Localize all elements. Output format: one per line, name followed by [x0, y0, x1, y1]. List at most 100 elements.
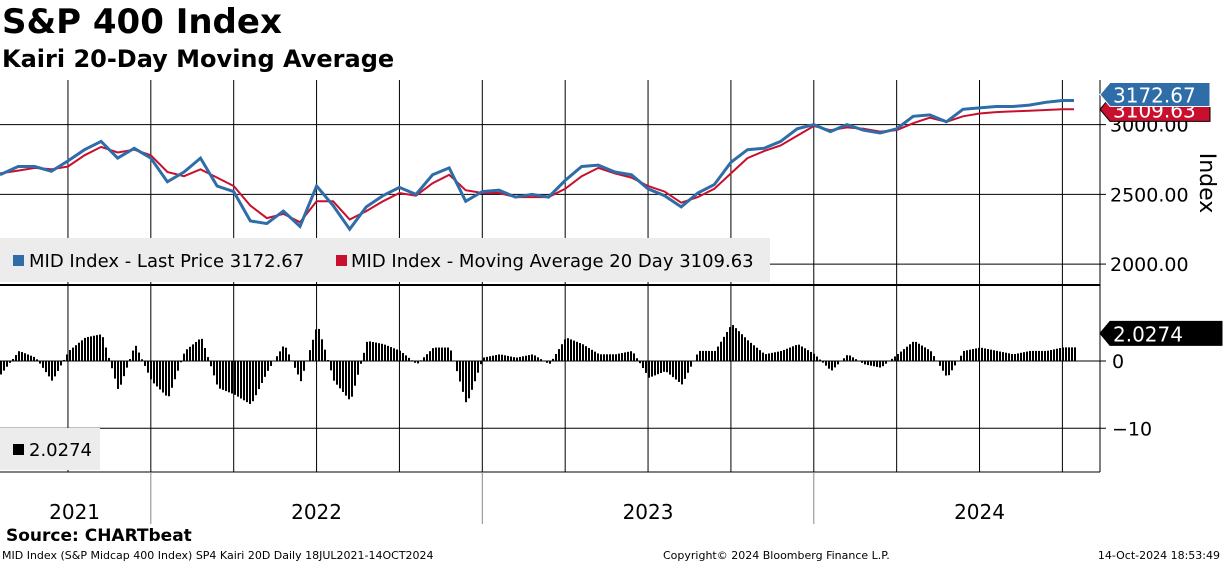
kairi-bar — [648, 361, 650, 378]
kairi-bar — [954, 361, 956, 366]
price-last-tag-shape — [1099, 82, 1211, 108]
kairi-bar — [543, 360, 545, 362]
kairi-bar — [816, 356, 818, 361]
kairi-bar — [744, 337, 746, 361]
kairi-bar — [1017, 353, 1019, 361]
kairi-bar — [822, 361, 824, 363]
kairi-bar — [132, 350, 134, 361]
year-label: 2021 — [49, 500, 100, 524]
kairi-bar — [639, 361, 641, 364]
kairi-bar — [168, 361, 170, 397]
kairi-bar — [1035, 350, 1037, 361]
kairi-bar — [540, 359, 542, 361]
legend-swatch-ma — [336, 255, 347, 266]
kairi-bar — [18, 351, 20, 361]
kairi-bar — [480, 361, 482, 365]
kairi-bar — [591, 349, 593, 361]
year-label: 2024 — [954, 500, 1005, 524]
kairi-bar — [450, 350, 452, 361]
legend-swatch-kairi — [13, 444, 24, 455]
kairi-bar — [420, 360, 422, 361]
kairi-bar — [897, 353, 899, 361]
kairi-bar — [720, 341, 722, 361]
kairi-last-tag-text: 2.0274 — [1113, 322, 1183, 346]
kairi-bar — [471, 361, 473, 390]
kairi-bar — [183, 353, 185, 361]
kairi-bar — [321, 339, 323, 361]
kairi-bar — [114, 361, 116, 379]
kairi-bar — [234, 361, 236, 395]
kairi-bar — [984, 348, 986, 361]
kairi-bar — [414, 361, 416, 363]
kairi-bar — [555, 353, 557, 361]
kairi-bar — [735, 328, 737, 361]
kairi-bar — [582, 344, 584, 361]
kairi-bar — [609, 354, 611, 361]
kairi-bar — [1023, 352, 1025, 361]
kairi-bar — [909, 344, 911, 361]
kairi-bar — [792, 346, 794, 361]
kairi-bar — [282, 346, 284, 361]
y-tick-label: −10 — [1112, 418, 1152, 440]
kairi-bar — [486, 356, 488, 361]
kairi-bar — [663, 361, 665, 372]
kairi-bar — [516, 357, 518, 361]
kairi-bar — [903, 349, 905, 361]
kairi-bar — [237, 361, 239, 397]
kairi-bar — [1029, 350, 1031, 361]
kairi-bar — [807, 350, 809, 361]
legend-swatch-price — [13, 255, 24, 266]
kairi-bar — [291, 361, 293, 362]
kairi-bar — [711, 350, 713, 361]
kairi-bar — [87, 336, 89, 361]
kairi-bar — [933, 356, 935, 361]
kairi-bar — [894, 356, 896, 361]
kairi-bar — [789, 347, 791, 361]
kairi-bar — [378, 343, 380, 361]
kairi-bar — [786, 348, 788, 361]
kairi-bar — [288, 354, 290, 361]
kairi-bar — [657, 361, 659, 375]
kairi-panel — [0, 325, 1076, 404]
kairi-bar — [681, 361, 683, 385]
kairi-bar — [105, 347, 107, 361]
kairi-bar — [825, 361, 827, 366]
kairi-bar — [201, 338, 203, 361]
kairi-bar — [1008, 353, 1010, 361]
kairi-bar — [633, 353, 635, 361]
legend-kairi-text: 2.0274 — [29, 440, 92, 461]
kairi-bar — [147, 361, 149, 373]
kairi-bar — [273, 361, 275, 362]
kairi-bar — [1020, 352, 1022, 361]
kairi-bar — [1068, 347, 1070, 361]
kairi-bar — [507, 355, 509, 361]
kairi-bar — [165, 361, 167, 396]
kairi-bar — [957, 360, 959, 362]
price-last-tag-text: 3172.67 — [1113, 84, 1196, 108]
kairi-bar — [483, 357, 485, 361]
kairi-bar — [882, 361, 884, 367]
kairi-bar — [3, 361, 5, 371]
kairi-bar — [363, 352, 365, 361]
kairi-bar — [978, 347, 980, 361]
kairi-bar — [204, 347, 206, 361]
kairi-bar — [108, 357, 110, 361]
kairi-bar — [177, 361, 179, 371]
kairi-bar — [726, 331, 728, 361]
kairi-bar — [732, 325, 734, 361]
kairi-bar — [960, 355, 962, 361]
kairi-bar — [669, 361, 671, 375]
kairi-bar — [342, 361, 344, 392]
price-last-tag: 3172.67 — [1099, 82, 1211, 108]
kairi-bar — [189, 346, 191, 361]
kairi-bar — [552, 358, 554, 361]
kairi-bar — [360, 361, 362, 364]
kairi-bar — [513, 357, 515, 361]
kairi-bar — [261, 361, 263, 383]
kairi-bar — [867, 361, 869, 366]
kairi-bar — [834, 361, 836, 368]
kairi-bar — [339, 361, 341, 389]
kairi-bar — [375, 342, 377, 361]
kairi-bar — [1059, 348, 1061, 361]
kairi-bar — [717, 346, 719, 361]
